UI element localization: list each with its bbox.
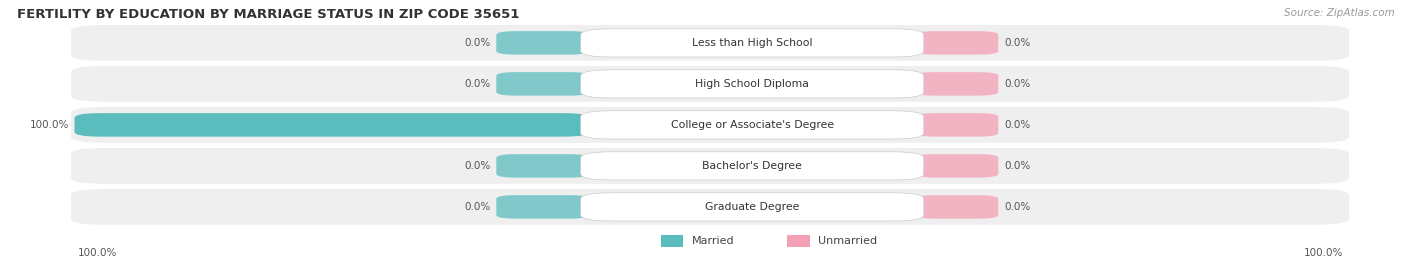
FancyBboxPatch shape xyxy=(581,29,924,57)
FancyBboxPatch shape xyxy=(915,195,998,219)
Text: 100.0%: 100.0% xyxy=(30,120,69,130)
Text: Graduate Degree: Graduate Degree xyxy=(704,202,800,212)
Text: 0.0%: 0.0% xyxy=(1004,120,1031,130)
FancyBboxPatch shape xyxy=(70,24,1350,62)
Text: College or Associate's Degree: College or Associate's Degree xyxy=(671,120,834,130)
Text: Less than High School: Less than High School xyxy=(692,38,813,48)
FancyBboxPatch shape xyxy=(581,70,924,98)
FancyBboxPatch shape xyxy=(661,235,683,247)
FancyBboxPatch shape xyxy=(496,72,589,96)
Text: 0.0%: 0.0% xyxy=(464,161,491,171)
Text: 0.0%: 0.0% xyxy=(1004,79,1031,89)
FancyBboxPatch shape xyxy=(75,113,589,137)
FancyBboxPatch shape xyxy=(915,31,998,55)
Text: 0.0%: 0.0% xyxy=(464,38,491,48)
FancyBboxPatch shape xyxy=(915,154,998,178)
FancyBboxPatch shape xyxy=(70,106,1350,144)
FancyBboxPatch shape xyxy=(70,65,1350,103)
FancyBboxPatch shape xyxy=(496,195,589,219)
FancyBboxPatch shape xyxy=(787,235,810,247)
Text: 0.0%: 0.0% xyxy=(464,202,491,212)
Text: 0.0%: 0.0% xyxy=(1004,161,1031,171)
FancyBboxPatch shape xyxy=(581,193,924,221)
Text: High School Diploma: High School Diploma xyxy=(696,79,808,89)
FancyBboxPatch shape xyxy=(915,113,998,137)
Text: Source: ZipAtlas.com: Source: ZipAtlas.com xyxy=(1284,8,1395,18)
Text: 0.0%: 0.0% xyxy=(1004,38,1031,48)
FancyBboxPatch shape xyxy=(70,147,1350,184)
FancyBboxPatch shape xyxy=(70,188,1350,226)
Text: Bachelor's Degree: Bachelor's Degree xyxy=(702,161,803,171)
Text: FERTILITY BY EDUCATION BY MARRIAGE STATUS IN ZIP CODE 35651: FERTILITY BY EDUCATION BY MARRIAGE STATU… xyxy=(17,8,519,21)
FancyBboxPatch shape xyxy=(581,111,924,139)
Text: 100.0%: 100.0% xyxy=(1303,248,1343,258)
Text: Married: Married xyxy=(692,236,734,246)
Text: Unmarried: Unmarried xyxy=(818,236,877,246)
FancyBboxPatch shape xyxy=(496,31,589,55)
Text: 100.0%: 100.0% xyxy=(77,248,117,258)
FancyBboxPatch shape xyxy=(915,72,998,96)
Text: 0.0%: 0.0% xyxy=(464,79,491,89)
Text: 0.0%: 0.0% xyxy=(1004,202,1031,212)
FancyBboxPatch shape xyxy=(581,152,924,180)
FancyBboxPatch shape xyxy=(496,154,589,178)
